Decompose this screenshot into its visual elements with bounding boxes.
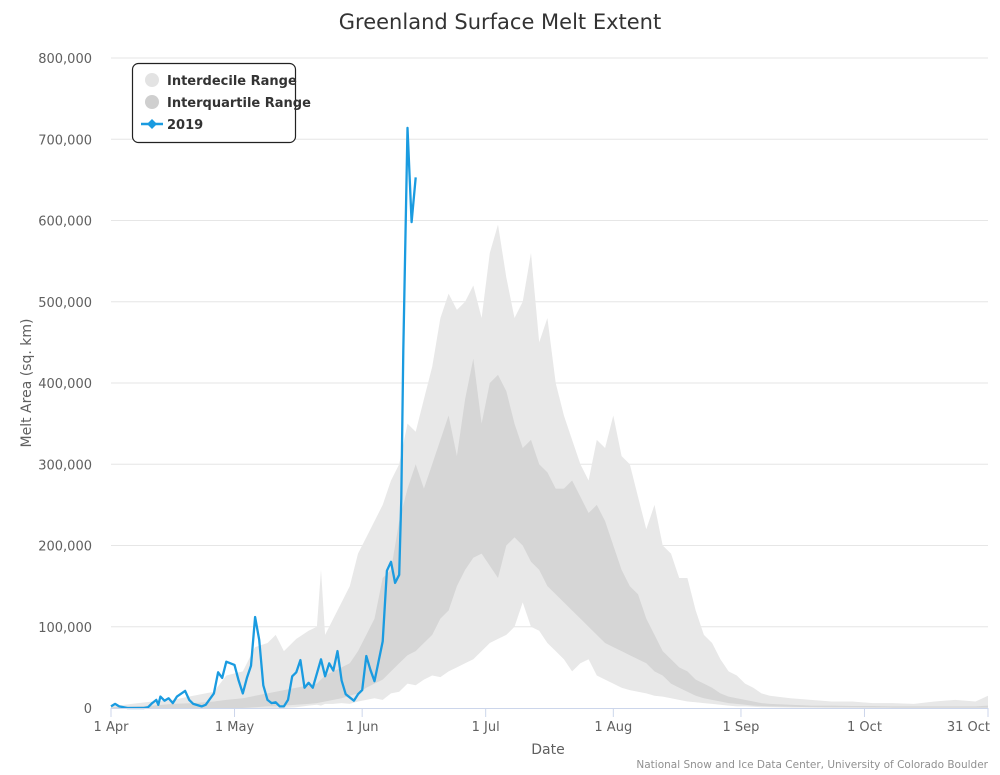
x-tick-label: 1 May — [215, 720, 255, 735]
x-tick-label: 1 Aug — [594, 720, 632, 735]
series-2019-layer — [110, 126, 417, 710]
legend-label-2019: 2019 — [167, 118, 203, 133]
legend-swatch-interquartile-icon — [145, 95, 159, 109]
y-tick-label: 100,000 — [38, 621, 92, 636]
legend-item-interdecile[interactable]: Interdecile Range — [145, 73, 297, 89]
legend-item-interquartile[interactable]: Interquartile Range — [145, 95, 311, 111]
y-tick-label: 700,000 — [38, 133, 92, 148]
y-tick-label: 600,000 — [38, 215, 92, 230]
legend-swatch-2019-diamond-icon — [147, 119, 157, 129]
x-tick-label: 1 Oct — [847, 720, 882, 735]
legend-swatch-interdecile-icon — [145, 73, 159, 87]
chart-title: Greenland Surface Melt Extent — [339, 10, 661, 34]
y-tick-label: 400,000 — [38, 377, 92, 392]
legend-label-interquartile: Interquartile Range — [167, 96, 311, 111]
x-tick-label: 1 Jun — [346, 720, 379, 735]
x-tick-label: 1 Sep — [723, 720, 760, 735]
legend: Interdecile Range Interquartile Range 20… — [131, 62, 311, 144]
band-interdecile-range — [111, 224, 988, 708]
legend-item-2019[interactable]: 2019 — [141, 118, 203, 133]
legend-label-interdecile: Interdecile Range — [167, 74, 297, 89]
band-interquartile-range — [111, 358, 988, 708]
y-tick-label: 0 — [84, 702, 92, 717]
y-tick-label: 800,000 — [38, 52, 92, 67]
y-tick-label: 300,000 — [38, 458, 92, 473]
y-axis-title: Melt Area (sq. km) — [19, 319, 35, 448]
x-tick-label: 1 Jul — [472, 720, 500, 735]
axes: 0 100,000 200,000 300,000 400,000 500,000 600,… — [38, 52, 990, 735]
x-tick-label: 1 Apr — [94, 720, 130, 735]
x-axis-title: Date — [531, 742, 564, 758]
range-bands — [111, 224, 988, 708]
x-tick-label: 31 Oct — [947, 720, 990, 735]
credit-text: National Snow and Ice Data Center, Unive… — [636, 759, 988, 771]
y-tick-label: 500,000 — [38, 296, 92, 311]
legend-box — [131, 62, 297, 144]
y-tick-label: 200,000 — [38, 540, 92, 555]
